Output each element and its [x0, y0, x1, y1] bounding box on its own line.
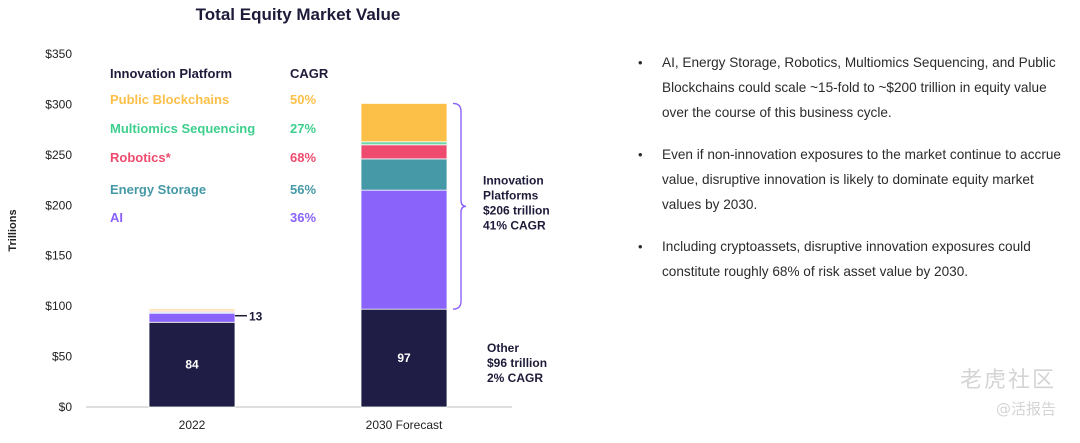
- legend-item-cagr: 50%: [290, 92, 316, 107]
- bar-segment-other: [148, 321, 236, 408]
- y-tick-label: $200: [45, 198, 72, 212]
- legend-item-cagr: 36%: [290, 210, 316, 225]
- y-tick-label: $0: [59, 400, 73, 414]
- y-axis-label: Trillions: [7, 209, 19, 251]
- bullet-marker: •: [638, 239, 643, 254]
- legend-item-name: AI: [110, 210, 123, 225]
- x-tick-label: 2030 Forecast: [366, 418, 443, 432]
- segment-value-label: 84: [185, 358, 199, 372]
- legend-header-platform: Innovation Platform: [110, 66, 232, 81]
- legend-item-name: Robotics*: [110, 150, 172, 165]
- y-tick-label: $350: [45, 47, 72, 61]
- bullet-text: Including cryptoassets, disruptive innov…: [662, 239, 1031, 279]
- innovation-annotation-line: Platforms: [483, 188, 539, 202]
- commentary-bullets: • AI, Energy Storage, Robotics, Multiomic…: [636, 50, 1072, 301]
- equity-market-chart: Total Equity Market Value Trillions $0 $5…: [7, 5, 550, 432]
- bar-segment-multiomics-sequencing: [360, 141, 448, 146]
- watermark-handle: @活报告: [995, 400, 1056, 418]
- bar-segment-energy-storage: [360, 158, 448, 191]
- watermark-title: 老虎社区: [959, 368, 1056, 393]
- bar-annotation: 13: [249, 310, 263, 324]
- innovation-bracket: [452, 102, 467, 310]
- bullet-text: AI, Energy Storage, Robotics, Multiomics…: [662, 55, 1056, 120]
- bar-segment-public-blockchains: [148, 308, 236, 312]
- bar-segment-ai: [360, 189, 448, 310]
- legend-item-cagr: 68%: [290, 150, 316, 165]
- legend-item-cagr: 56%: [290, 182, 316, 197]
- other-annotation-line: Other: [487, 341, 519, 355]
- bar-segment-public-blockchains: [360, 103, 448, 143]
- bullet-item: • AI, Energy Storage, Robotics, Multiomic…: [636, 50, 1072, 125]
- bullet-marker: •: [638, 55, 643, 70]
- other-annotation-line: 2% CAGR: [487, 371, 543, 385]
- y-tick-label: $150: [45, 249, 72, 263]
- y-tick-label: $250: [45, 148, 72, 162]
- bar-segment-other: [360, 308, 448, 408]
- innovation-annotation-line: Innovation: [483, 173, 544, 187]
- y-tick-label: $300: [45, 97, 72, 111]
- bullet-marker: •: [638, 147, 643, 162]
- bullet-text: Even if non-innovation exposures to the …: [662, 147, 1061, 212]
- segment-value-label: 97: [397, 351, 411, 365]
- bullet-item: • Including cryptoassets, disruptive inno…: [636, 234, 1072, 284]
- y-tick-label: $100: [45, 299, 72, 313]
- other-annotation-line: $96 trillion: [487, 356, 547, 370]
- legend-item-cagr: 27%: [290, 121, 316, 136]
- legend-item-name: Multiomics Sequencing: [110, 121, 255, 136]
- y-tick-label: $50: [52, 350, 72, 364]
- bullet-item: • Even if non-innovation exposures to the…: [636, 142, 1072, 217]
- bar-segment-ai: [148, 312, 236, 323]
- legend-item-name: Energy Storage: [110, 182, 206, 197]
- innovation-annotation-line: $206 trillion: [483, 203, 550, 217]
- legend-header-cagr: CAGR: [290, 66, 329, 81]
- innovation-annotation-line: 41% CAGR: [483, 218, 546, 232]
- watermark: 老虎社区 @活报告: [960, 362, 1056, 419]
- bar-segment-robotics: [360, 144, 448, 160]
- x-tick-label: 2022: [179, 418, 206, 432]
- legend-item-name: Public Blockchains: [110, 92, 229, 107]
- chart-title: Total Equity Market Value: [196, 5, 401, 24]
